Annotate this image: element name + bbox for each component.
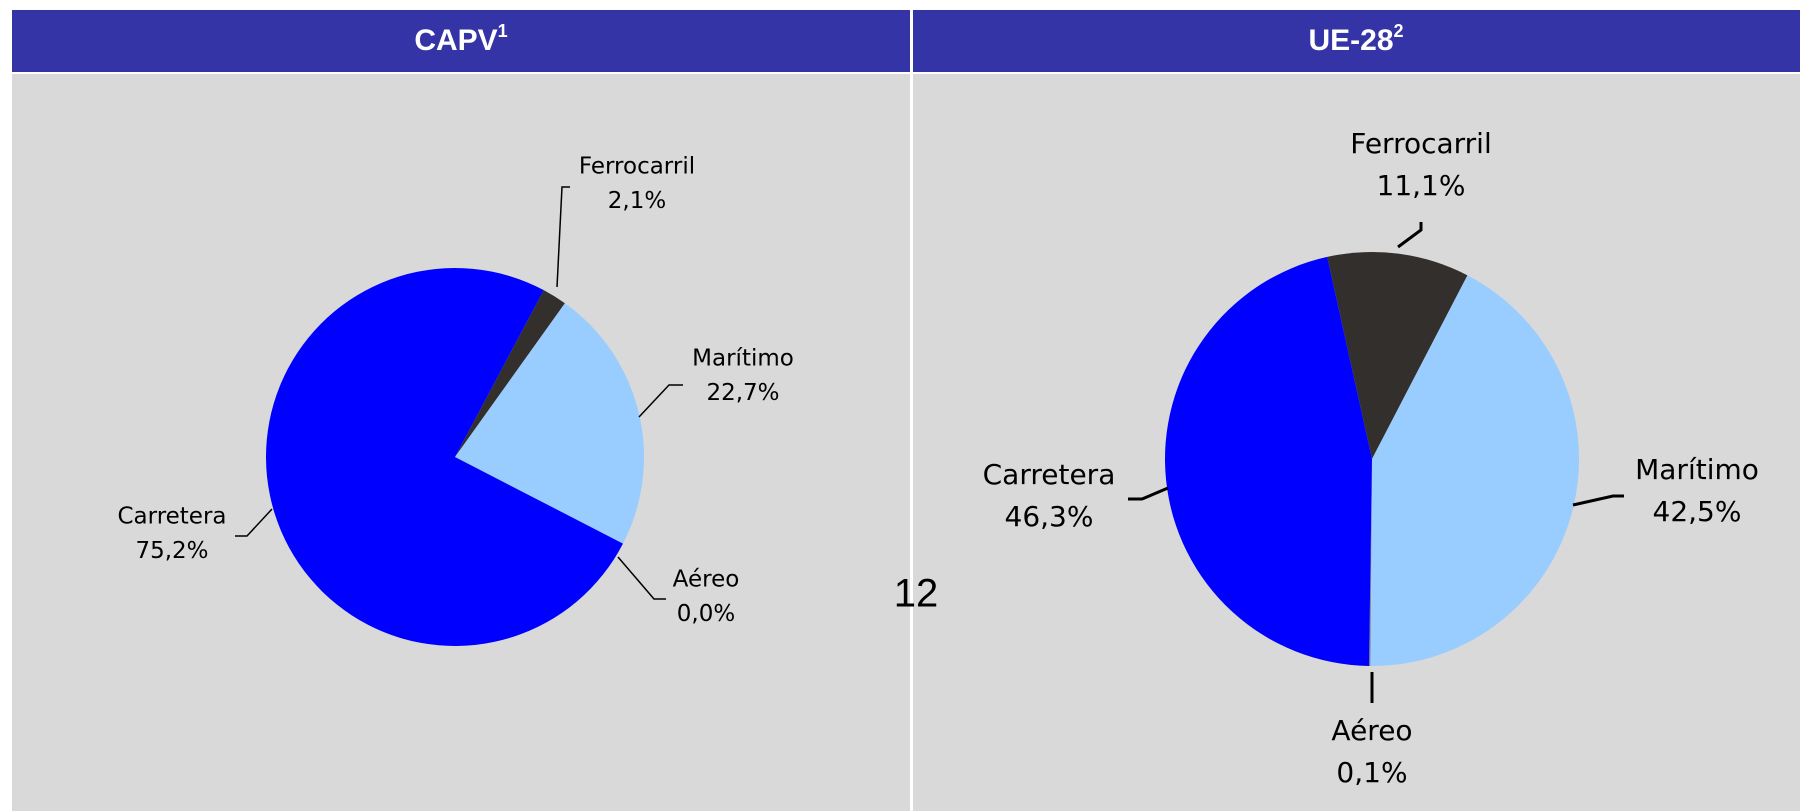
slice-value-label: 75,2% bbox=[135, 538, 208, 564]
header-bar bbox=[12, 10, 910, 72]
slice-label: Aéreo bbox=[673, 567, 740, 593]
header-title: CAPV1 bbox=[414, 21, 507, 57]
slice-label: Carretera bbox=[983, 458, 1116, 491]
slice-value-label: 22,7% bbox=[706, 380, 779, 406]
title-text: UE-28 bbox=[1308, 24, 1393, 57]
pie-slice bbox=[455, 290, 565, 457]
slice-label: Marítimo bbox=[1635, 453, 1759, 486]
slice-value-label: 46,3% bbox=[1005, 500, 1094, 533]
leader-line bbox=[1572, 494, 1624, 507]
leader-line bbox=[235, 508, 273, 537]
slice-value-label: 42,5% bbox=[1653, 495, 1742, 528]
slice-value-label: 11,1% bbox=[1377, 169, 1466, 202]
slice-value-label: 0,1% bbox=[1336, 756, 1407, 789]
title-text: CAPV bbox=[414, 24, 497, 57]
pie-slice bbox=[1369, 459, 1372, 666]
slice-label: Ferrocarril bbox=[579, 154, 695, 180]
pie-slice bbox=[1370, 275, 1579, 667]
title-note: 1 bbox=[498, 21, 508, 41]
pie-slice bbox=[1164, 256, 1372, 666]
page-number: 12 bbox=[894, 572, 939, 616]
pie-slice bbox=[1327, 252, 1468, 459]
pie-slice bbox=[455, 303, 644, 544]
slice-label: Marítimo bbox=[692, 346, 794, 372]
slice-label: Ferrocarril bbox=[1350, 127, 1492, 160]
pie-slice bbox=[265, 267, 623, 646]
header-bar bbox=[913, 10, 1800, 72]
leader-line bbox=[1128, 486, 1169, 501]
slice-label: Aéreo bbox=[1331, 714, 1412, 747]
leader-line bbox=[638, 384, 683, 418]
leader-line bbox=[556, 186, 570, 288]
slice-value-label: 0,0% bbox=[677, 601, 735, 627]
slice-value-label: 2,1% bbox=[608, 188, 666, 214]
header-title: UE-282 bbox=[1308, 21, 1403, 57]
slice-label: Carretera bbox=[117, 504, 226, 530]
leader-line bbox=[1397, 222, 1423, 249]
leader-line bbox=[617, 556, 666, 600]
title-note: 2 bbox=[1394, 21, 1404, 41]
